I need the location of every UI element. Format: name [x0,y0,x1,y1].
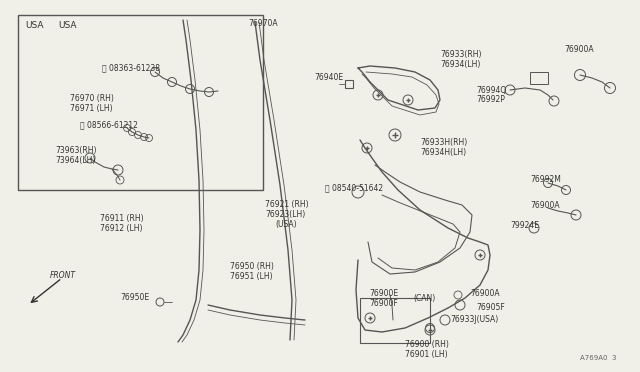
Text: 76923(LH): 76923(LH) [265,211,305,219]
Bar [18,15,263,190]
Bar [345,80,353,88]
Text: 76912 (LH): 76912 (LH) [100,224,143,232]
Text: 76900A: 76900A [530,201,559,209]
Text: 76900A: 76900A [564,45,594,55]
Text: 73964(LH): 73964(LH) [55,155,95,164]
Text: 76900E: 76900E [369,289,398,298]
Text: (CAN): (CAN) [413,294,435,302]
Text: 76970 (RH): 76970 (RH) [70,93,114,103]
Text: 76900 (RH): 76900 (RH) [405,340,449,350]
Text: 76933(RH): 76933(RH) [440,51,481,60]
Text: (USA): (USA) [275,221,296,230]
Text: 73963(RH): 73963(RH) [55,145,97,154]
Text: 76900F: 76900F [369,298,397,308]
Text: 76933J(USA): 76933J(USA) [450,315,499,324]
Text: 76934H(LH): 76934H(LH) [420,148,466,157]
Text: Ⓢ 08363-61238: Ⓢ 08363-61238 [102,64,160,73]
Text: FRONT: FRONT [50,270,76,279]
Text: USA: USA [58,20,77,29]
Text: Ⓢ 08566-61212: Ⓢ 08566-61212 [80,121,138,129]
Text: 76994Q: 76994Q [476,86,506,94]
Text: 76901 (LH): 76901 (LH) [405,350,447,359]
Text: 76911 (RH): 76911 (RH) [100,214,143,222]
Text: 76921 (RH): 76921 (RH) [265,201,308,209]
Text: 76992M: 76992M [530,176,561,185]
Text: 76934(LH): 76934(LH) [440,61,481,70]
Text: 76933H(RH): 76933H(RH) [420,138,467,148]
Bar [530,72,548,84]
Text: 76992P: 76992P [476,96,505,105]
Text: 76940E: 76940E [314,74,343,83]
Text: 76951 (LH): 76951 (LH) [230,273,273,282]
Text: A769A0  3: A769A0 3 [580,355,616,361]
Text: 76905F: 76905F [476,304,505,312]
Text: USA: USA [25,20,44,29]
Text: 76950E: 76950E [120,294,149,302]
Text: 76970A: 76970A [248,19,278,28]
Text: 79924E: 79924E [510,221,539,231]
Bar [360,298,430,343]
Text: 76900A: 76900A [470,289,500,298]
Text: Ⓢ 08540-51642: Ⓢ 08540-51642 [325,183,383,192]
Text: 76950 (RH): 76950 (RH) [230,263,274,272]
Text: 76971 (LH): 76971 (LH) [70,103,113,112]
